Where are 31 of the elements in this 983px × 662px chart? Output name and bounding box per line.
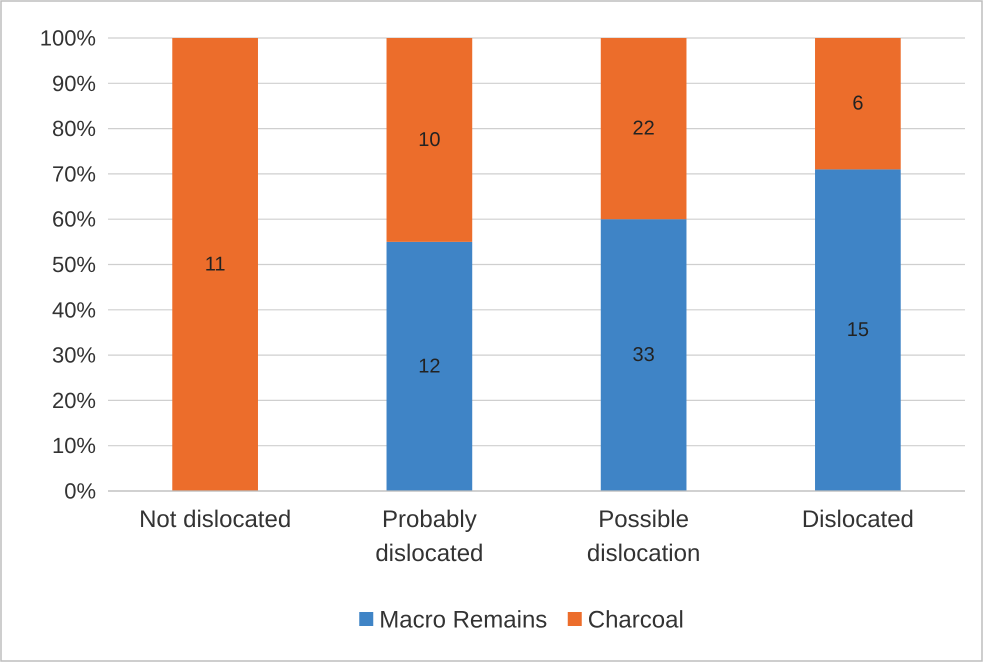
x-tick-label: Probably dislocated xyxy=(375,506,484,567)
bar xyxy=(815,169,901,491)
y-tick-label: 90% xyxy=(52,70,96,96)
bar xyxy=(600,219,686,491)
y-tick-label: 30% xyxy=(52,342,96,368)
y-tick-label: 50% xyxy=(52,252,96,277)
annotation: 6 xyxy=(852,92,864,115)
bar xyxy=(386,38,472,242)
legend-label: Charcoal xyxy=(588,606,684,634)
x-tick-label: Dislocated xyxy=(802,506,914,533)
x-tick-label: Not dislocated xyxy=(139,506,292,533)
y-tick-label: 40% xyxy=(52,297,96,322)
bar xyxy=(386,242,472,491)
annotation: 15 xyxy=(846,319,869,342)
y-tick-label: 60% xyxy=(52,206,96,232)
y-tick-label: 0% xyxy=(64,478,96,504)
bar xyxy=(172,38,258,491)
x-tick-label: Possible dislocation xyxy=(586,506,700,567)
bar xyxy=(815,38,901,170)
y-tick-label: 20% xyxy=(52,388,96,413)
annotation: 11 xyxy=(204,254,226,276)
annotation: 22 xyxy=(632,118,655,140)
annotation: 12 xyxy=(418,355,440,378)
annotation: 33 xyxy=(632,344,655,366)
legend-label: Macro Remains xyxy=(379,606,548,634)
y-tick-label: 80% xyxy=(52,116,96,142)
y-tick-label: 100% xyxy=(40,26,96,50)
y-tick-label: 10% xyxy=(52,433,96,458)
y-tick-label: 70% xyxy=(52,161,96,186)
annotation: 10 xyxy=(418,128,440,151)
bar xyxy=(600,38,686,220)
